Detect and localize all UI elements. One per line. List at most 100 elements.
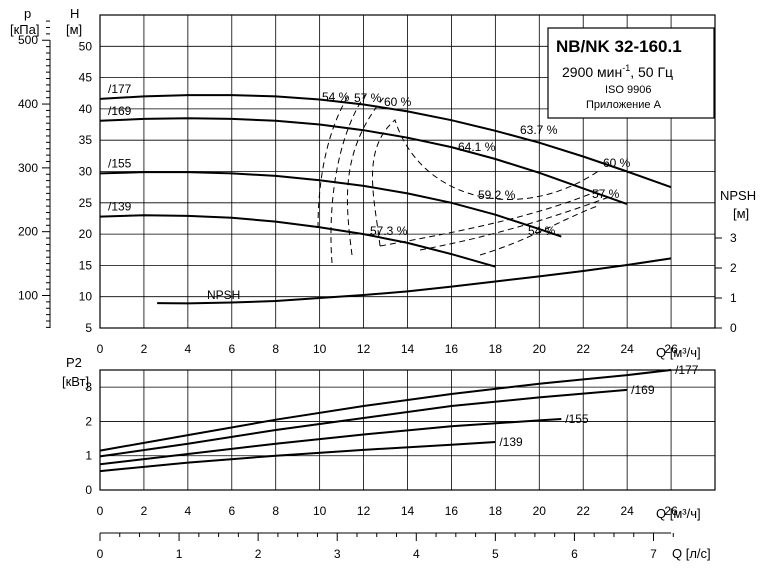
x-tick-label: 8: [272, 342, 279, 356]
power-curve-139: [99, 441, 496, 473]
power-axis-unit: [кВт]: [62, 374, 89, 389]
pressure-tick-label: 300: [18, 161, 38, 175]
npsh-tick-label: 0: [730, 321, 737, 335]
ls-tick-label: 5: [492, 547, 499, 561]
x-tick-label: 2: [141, 504, 148, 518]
head-curve-169: [99, 117, 628, 206]
y-tick-label: 1: [85, 449, 92, 463]
eff-label: 59.2 %: [478, 188, 516, 202]
y-tick-label: 40: [79, 102, 93, 116]
npsh-axis-label: NPSH: [720, 188, 756, 203]
pressure-tick-label: 200: [18, 225, 38, 239]
efficiency-labels: 54 % 57 % 60 % 63.7 % 64.1 % 59.2 % 57.3…: [322, 90, 631, 238]
ls-tick-label: 3: [334, 547, 341, 561]
flow-axis-label-middle: Q [м³/ч]: [656, 506, 701, 521]
pressure-tick-label: 100: [18, 288, 38, 302]
power-curve-label: /169: [631, 383, 655, 397]
power-curve-label: /177: [675, 363, 699, 377]
power-curve-label: /155: [565, 412, 589, 426]
y-tick-label: 5: [85, 321, 92, 335]
power-curve-155: [99, 418, 562, 466]
x-tick-label: 22: [577, 504, 591, 518]
head-axis-unit: [м]: [66, 22, 82, 37]
x-tick-label: 16: [445, 342, 459, 356]
y-tick-label: 45: [79, 71, 93, 85]
y-tick-label: 15: [79, 258, 93, 272]
title-box: NB/NK 32-160.1 2900 мин-1, 50 Гц ISO 990…: [547, 27, 715, 119]
ls-tick-label: 0: [97, 547, 104, 561]
ls-tick-label: 1: [176, 547, 183, 561]
head-curve-label: /155: [108, 156, 132, 170]
standard-text: ISO 9906: [605, 84, 651, 96]
x-tick-label: 20: [533, 504, 547, 518]
x-tick-label: 0: [97, 342, 104, 356]
x-tick-label: 24: [620, 504, 634, 518]
ls-tick-label: 2: [255, 547, 262, 561]
power-curves: /177/169/155/139: [99, 363, 699, 473]
head-curves: /177/169/155/139 NPSH: [99, 82, 672, 305]
y-tick-label: 25: [79, 196, 93, 210]
x-tick-label: 14: [401, 504, 415, 518]
y-tick-label: 30: [79, 165, 93, 179]
x-tick-label: 4: [185, 342, 192, 356]
x-tick-label: 0: [97, 504, 104, 518]
npsh-tick-label: 1: [730, 291, 737, 305]
npsh-axis-unit: [м]: [733, 206, 749, 221]
power-curve-177: [99, 369, 672, 452]
ls-tick-label: 7: [650, 547, 657, 561]
x-tick-label: 24: [620, 342, 634, 356]
chart-title: NB/NK 32-160.1: [556, 37, 682, 56]
flow-axis-label-top: Q [м³/ч]: [656, 345, 701, 360]
x-tick-label: 12: [357, 342, 371, 356]
flow-axis-ls: 0 1 2 3 4 5 6 7: [97, 532, 674, 561]
pressure-axis-unit: [кПа]: [10, 22, 40, 37]
npsh-tick-label: 2: [730, 261, 737, 275]
y-tick-label: 2: [85, 414, 92, 428]
pressure-tick-label: 500: [18, 33, 38, 47]
x-tick-label: 22: [577, 342, 591, 356]
eff-label: 60 %: [384, 95, 412, 109]
head-curve-label: /169: [108, 104, 132, 118]
ls-tick-label: 4: [413, 547, 420, 561]
x-tick-label: 6: [228, 504, 235, 518]
eff-label: 54 %: [528, 224, 556, 238]
power-curve-label: /139: [499, 435, 523, 449]
npsh-axis: 0 1 2 3: [715, 231, 737, 335]
x-tick-label: 18: [489, 342, 503, 356]
x-tick-label: 26: [664, 342, 678, 356]
eff-label: 63.7 %: [520, 123, 558, 137]
eff-label: 64.1 %: [458, 140, 496, 154]
efficiency-contours: [317, 94, 613, 264]
x-tick-label: 12: [357, 504, 371, 518]
y-tick-label: 50: [79, 39, 93, 53]
eff-label: 57 %: [354, 91, 382, 105]
head-curve-155: [99, 171, 562, 238]
x-tick-label: 10: [313, 504, 327, 518]
x-tick-label: 20: [533, 342, 547, 356]
head-curve-139: [99, 214, 496, 268]
flow-axis-label-ls: Q [л/с]: [672, 546, 711, 561]
power-curve-169: [99, 388, 628, 458]
pressure-axis: 100 200 300 400 500: [18, 20, 51, 328]
x-tick-label: 2: [141, 342, 148, 356]
x-tick-label: 16: [445, 504, 459, 518]
x-tick-label: 10: [313, 342, 327, 356]
ls-tick-label: 6: [571, 547, 578, 561]
head-curve-177: [99, 94, 672, 189]
x-tick-label: 26: [664, 504, 678, 518]
x-tick-label: 6: [228, 342, 235, 356]
y-tick-label: 0: [85, 483, 92, 497]
eff-label: 54 %: [322, 90, 350, 104]
speed-text: 2900 мин-1, 50 Гц: [562, 63, 673, 80]
x-tick-label: 4: [185, 504, 192, 518]
eff-label: 57.3 %: [370, 224, 408, 238]
x-tick-label: 18: [489, 504, 503, 518]
pressure-axis-label: p: [24, 6, 31, 21]
power-chart-grid: [99, 370, 715, 491]
head-curve-label: /139: [108, 200, 132, 214]
power-axis-label: P2: [66, 355, 82, 370]
x-tick-label: 8: [272, 504, 279, 518]
x-tick-label: 14: [401, 342, 415, 356]
